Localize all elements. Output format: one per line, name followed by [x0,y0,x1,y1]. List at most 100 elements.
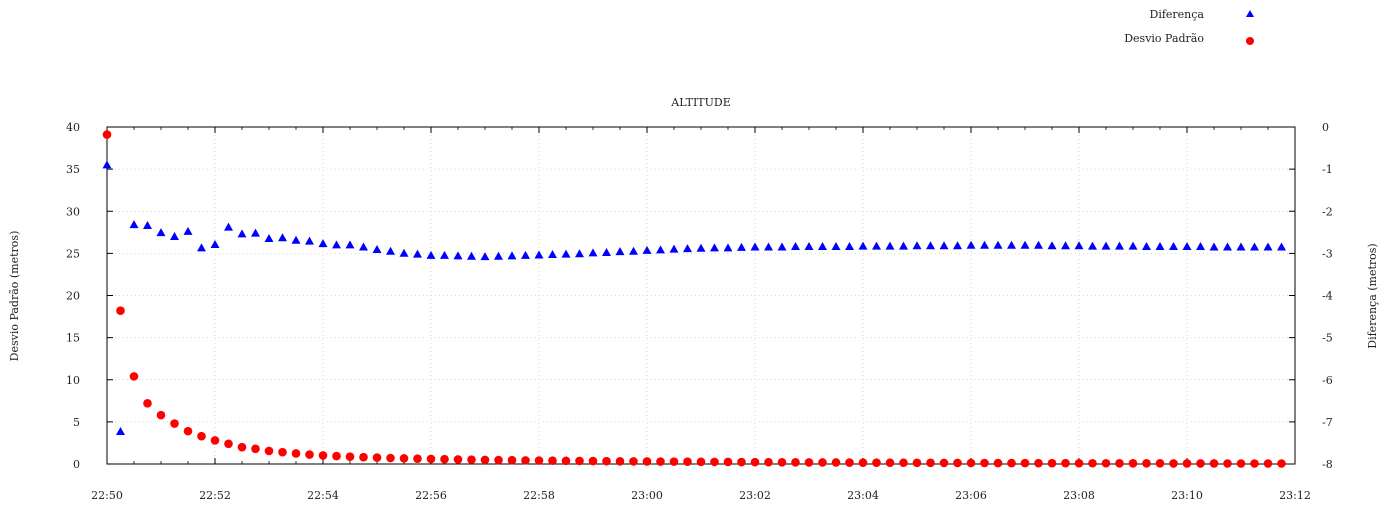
point-diferenca [480,252,490,261]
point-desvio-padrao [1047,458,1057,468]
point-diferenca [939,241,949,250]
point-desvio-padrao [507,455,517,465]
point-desvio-padrao [426,454,436,464]
point-diferenca [1128,241,1138,250]
point-diferenca [615,247,625,256]
x-tick-label: 22:50 [91,489,123,502]
point-desvio-padrao [696,457,706,467]
x-tick-label: 23:08 [1063,489,1095,502]
point-diferenca [197,243,206,252]
y-tick-label: 30 [66,205,80,218]
y-tick-label: 5 [73,416,80,429]
point-desvio-padrao [1007,458,1016,468]
point-desvio-padrao [1020,458,1030,468]
point-desvio-padrao [872,458,881,467]
legend-label-diferenca: Diferença [1150,8,1205,21]
point-diferenca [1034,240,1043,249]
point-desvio-padrao [1155,459,1165,468]
point-diferenca [359,242,368,251]
x-tick-label: 23:06 [955,489,987,502]
point-diferenca [305,236,314,245]
point-diferenca [1074,241,1084,250]
legend-label-desvio-padrao: Desvio Padrão [1124,32,1204,45]
plot-frame [106,126,1296,465]
point-diferenca [534,250,544,259]
point-diferenca [1020,240,1030,249]
point-desvio-padrao [1101,458,1111,468]
point-diferenca [1169,242,1178,251]
point-diferenca [656,245,665,254]
point-diferenca [1209,242,1219,251]
point-diferenca [1007,240,1016,249]
point-diferenca [966,240,976,249]
point-diferenca [399,248,409,257]
point-desvio-padrao [156,410,166,420]
point-desvio-padrao [980,458,989,468]
grid-lines [107,127,1295,464]
point-desvio-padrao [723,457,733,467]
point-desvio-padrao [629,457,638,466]
point-diferenca [602,247,611,256]
x-tick-label: 22:54 [307,489,339,502]
point-diferenca [1047,241,1057,250]
point-desvio-padrao [264,446,274,456]
point-desvio-padrao [359,452,368,462]
point-desvio-padrao [224,439,233,449]
point-desvio-padrao [845,458,854,467]
point-desvio-padrao [1034,458,1043,468]
point-desvio-padrao [1196,459,1205,468]
legend: Diferença Desvio Padrão [1124,8,1254,45]
point-desvio-padrao [939,458,949,468]
point-diferenca [953,241,962,250]
y2-tick-label: -2 [1322,205,1333,218]
point-diferenca [791,242,800,251]
point-desvio-padrao [116,306,125,315]
point-diferenca [1236,242,1246,251]
point-diferenca [386,246,395,255]
point-desvio-padrao [170,419,179,428]
y-tick-label: 10 [66,374,80,387]
point-diferenca [156,228,166,237]
point-desvio-padrao [494,455,503,465]
point-diferenca [1115,241,1124,250]
point-diferenca [575,249,584,258]
point-diferenca [278,233,287,242]
point-diferenca [804,242,814,251]
x-tick-label: 23:10 [1171,489,1203,502]
point-desvio-padrao [1209,459,1219,468]
point-desvio-padrao [575,456,584,466]
point-diferenca [318,239,328,248]
point-diferenca [588,248,598,257]
point-diferenca [629,246,638,255]
y-tick-label: 40 [66,121,80,134]
point-desvio-padrao [750,457,760,467]
x-tick-label: 23:02 [739,489,771,502]
point-desvio-padrao [1169,459,1178,468]
y2-tick-label: -4 [1322,290,1333,303]
point-desvio-padrao [966,458,976,468]
point-desvio-padrao [1277,459,1286,468]
point-desvio-padrao [818,458,827,467]
point-desvio-padrao [467,455,476,464]
y2-tick-label: -8 [1322,458,1333,471]
x-tick-label: 22:52 [199,489,231,502]
point-diferenca [737,242,746,251]
point-diferenca [1250,242,1259,251]
point-diferenca [818,242,827,251]
point-diferenca [1155,242,1165,251]
point-diferenca [764,242,773,251]
point-desvio-padrao [102,130,112,139]
point-diferenca [440,250,449,259]
point-desvio-padrao [237,442,247,452]
point-desvio-padrao [737,457,746,467]
legend-marker-diferenca [1246,10,1254,17]
point-diferenca [980,240,989,249]
point-desvio-padrao [372,453,382,462]
point-diferenca [237,229,247,238]
point-diferenca [723,243,733,252]
point-diferenca [1277,242,1286,251]
point-desvio-padrao [1074,458,1084,468]
point-diferenca [831,242,841,251]
y2-tick-label: -1 [1322,163,1333,176]
